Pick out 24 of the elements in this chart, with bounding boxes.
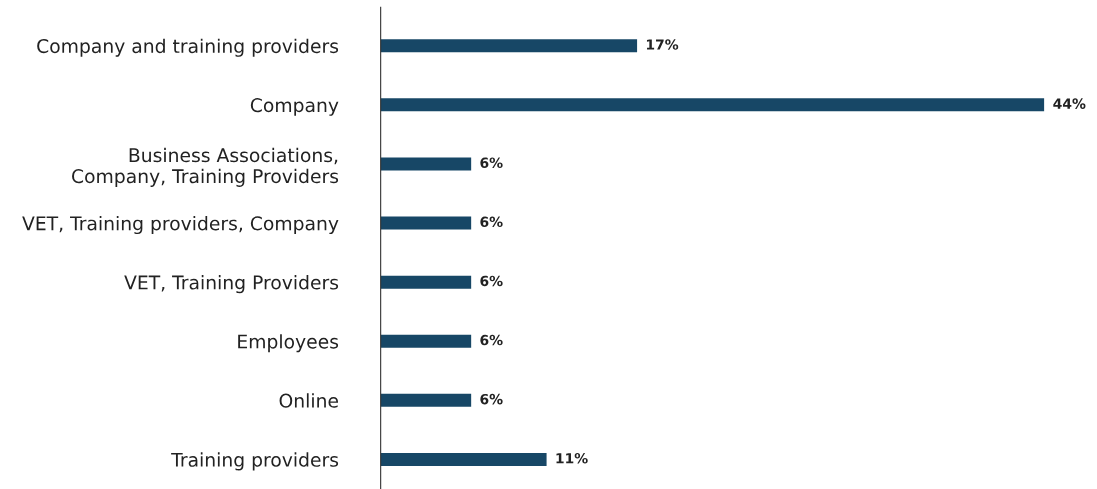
bar (380, 275, 472, 289)
data-label: 44% (1053, 98, 1086, 109)
data-label: 6% (480, 216, 503, 228)
data-label: 6% (480, 275, 503, 287)
data-label: 11% (556, 452, 588, 464)
bar (380, 39, 638, 53)
y-tick-label: VET, Training Providers (124, 275, 339, 294)
bar (380, 452, 547, 466)
y-tick-label: Company (250, 98, 339, 116)
data-label: 6% (480, 334, 503, 346)
bar (380, 334, 472, 348)
data-label: 17% (646, 39, 679, 50)
y-tick-label: Employees (238, 334, 339, 353)
y-tick-label: Business Associations, Company, Training Providers (72, 147, 339, 187)
bar (380, 393, 472, 407)
bar (380, 98, 1045, 112)
bar (380, 157, 472, 171)
y-tick-label: Online (279, 393, 338, 408)
data-label: 6% (480, 157, 503, 168)
y-tick-label: Training providers (171, 452, 339, 471)
bar (380, 216, 472, 230)
data-label: 6% (480, 393, 503, 405)
y-tick-label: VET, Training providers, Company (22, 215, 339, 235)
y-tick-label: Company and training providers (37, 38, 339, 57)
